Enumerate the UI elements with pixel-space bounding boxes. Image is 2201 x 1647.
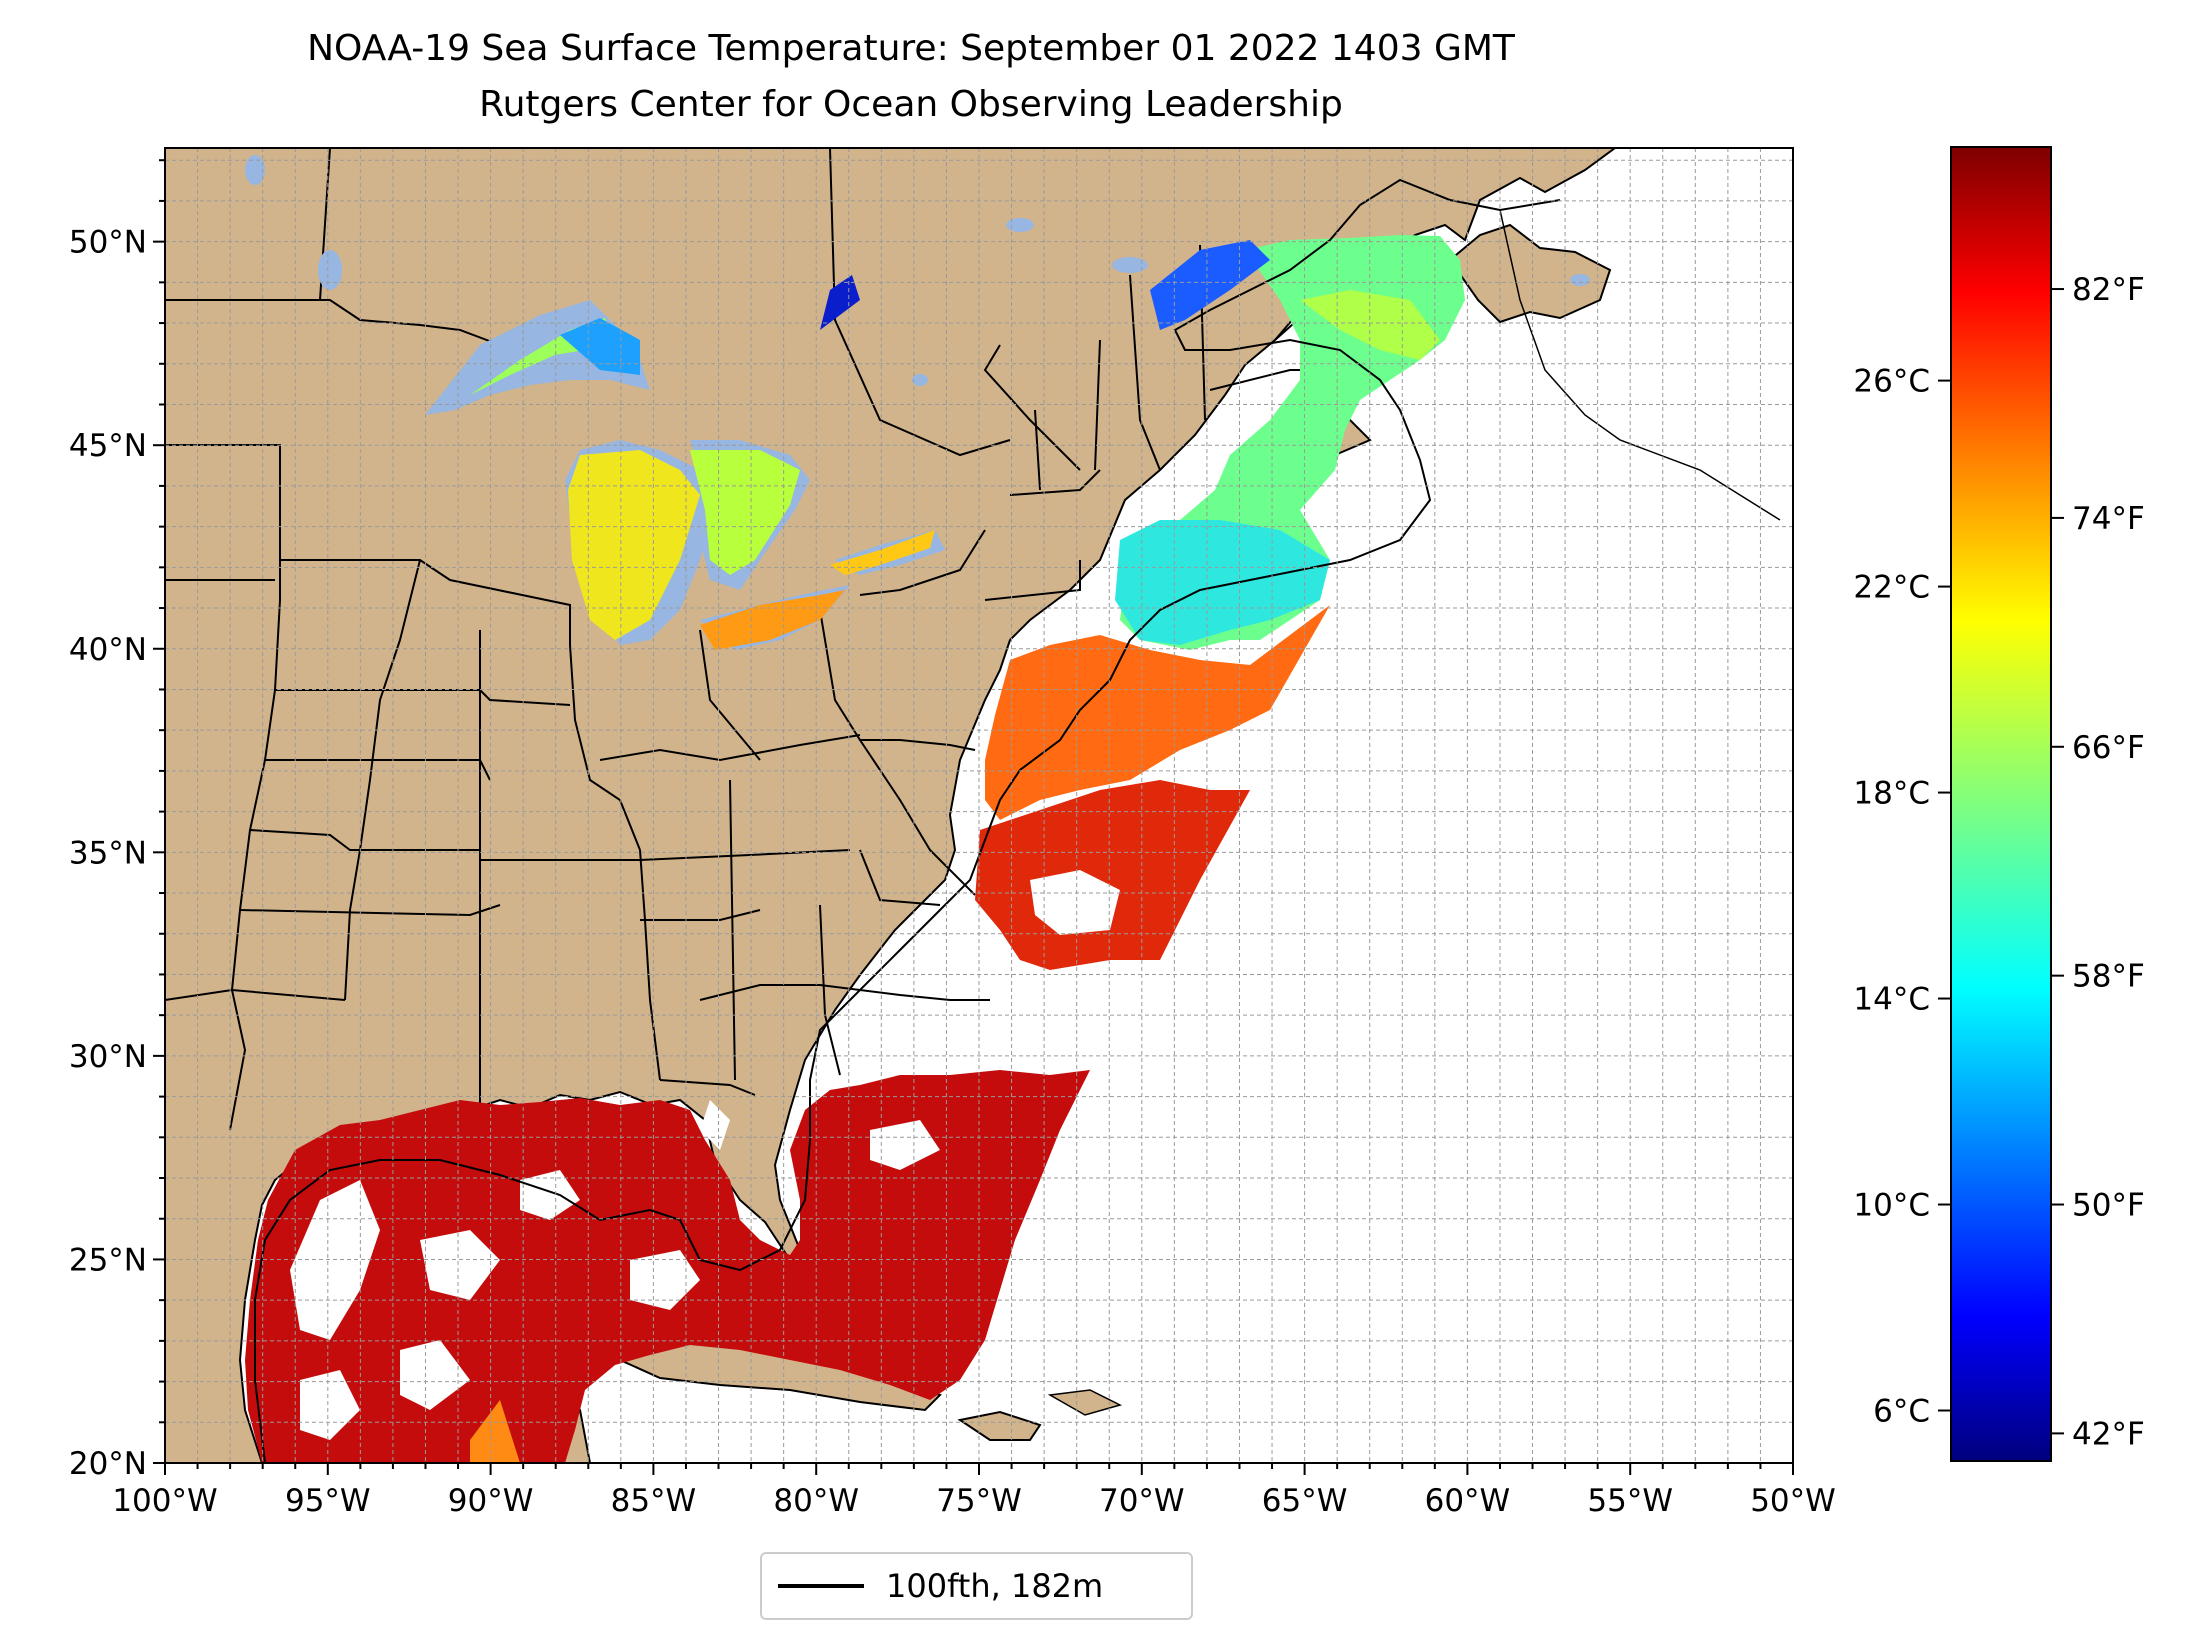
x-tick-label: 55°W — [1587, 1483, 1673, 1519]
colorbar-celsius-labels: 6°C 10°C 14°C 18°C 22°C 26°C — [1853, 364, 1950, 1430]
x-tick-label: 95°W — [285, 1483, 371, 1519]
x-tick-label: 90°W — [448, 1483, 534, 1519]
colorbar-gradient — [1952, 148, 2050, 1460]
gridlines — [164, 148, 1794, 1464]
x-tick-label: 80°W — [773, 1483, 859, 1519]
y-tick-label: 45°N — [69, 428, 147, 464]
political-borders — [165, 148, 1361, 1131]
x-tick-label: 100°W — [112, 1483, 217, 1519]
y-tick-label: 50°N — [69, 225, 147, 261]
colorbar-fahrenheit-label: 42°F — [2072, 1416, 2145, 1452]
shelf-contour — [1499, 209, 1781, 521]
colorbar-fahrenheit-label: 58°F — [2072, 959, 2145, 995]
y-tick-label: 35°N — [69, 835, 147, 871]
colorbar-fahrenheit-label: 74°F — [2072, 501, 2145, 537]
x-tick-label: 70°W — [1099, 1483, 1185, 1519]
colorbar-celsius-label: 22°C — [1853, 570, 1930, 606]
legend-label: 100fth, 182m — [886, 1567, 1104, 1605]
legend: 100fth, 182m — [760, 1552, 1193, 1620]
x-tick-label: 65°W — [1262, 1483, 1348, 1519]
y-tick-label: 20°N — [69, 1446, 147, 1482]
isobath-100fth — [254, 178, 1561, 1463]
colorbar — [1950, 146, 2052, 1462]
x-tick-label: 50°W — [1750, 1483, 1836, 1519]
y-tick-label: 25°N — [69, 1242, 147, 1278]
colorbar-celsius-label: 14°C — [1853, 982, 1930, 1018]
chart-title: NOAA-19 Sea Surface Temperature: Septemb… — [307, 28, 1515, 69]
colorbar-celsius-label: 10°C — [1853, 1188, 1930, 1224]
sst-data — [245, 235, 1465, 1463]
x-tick-label: 85°W — [611, 1483, 697, 1519]
y-tick-label: 30°N — [69, 1039, 147, 1075]
latitude-labels: 20°N 25°N 30°N 35°N 40°N 45°N 50°N — [69, 225, 147, 1482]
colorbar-fahrenheit-label: 82°F — [2072, 272, 2145, 308]
legend-line-swatch — [778, 1584, 864, 1588]
colorbar-celsius-label: 26°C — [1853, 364, 1930, 400]
colorbar-fahrenheit-label: 50°F — [2072, 1188, 2145, 1224]
x-tick-label: 75°W — [936, 1483, 1022, 1519]
x-tick-label: 60°W — [1425, 1483, 1511, 1519]
colorbar-fahrenheit-labels: 42°F 50°F 58°F 66°F 74°F 82°F — [2052, 272, 2145, 1452]
longitude-labels: 100°W 95°W 90°W 85°W 80°W 75°W 70°W 65°W 60°W 55°… — [112, 1483, 1835, 1519]
colorbar-fahrenheit-label: 66°F — [2072, 730, 2145, 766]
y-tick-label: 40°N — [69, 632, 147, 668]
axis-ticks — [153, 159, 1794, 1475]
colorbar-celsius-label: 18°C — [1853, 776, 1930, 812]
colorbar-celsius-label: 6°C — [1873, 1394, 1930, 1430]
chart-subtitle: Rutgers Center for Ocean Observing Leade… — [479, 84, 1343, 125]
